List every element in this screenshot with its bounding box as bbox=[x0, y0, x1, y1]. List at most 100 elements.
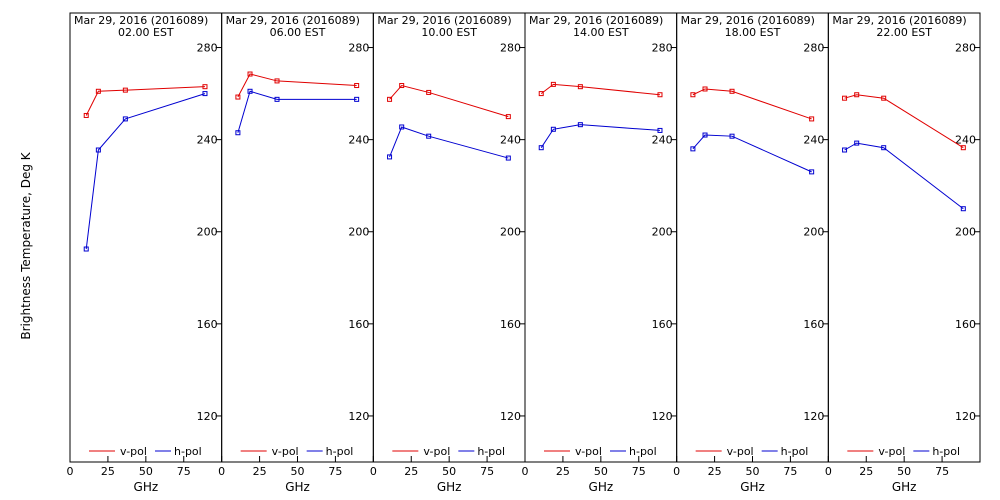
v-pol-point bbox=[95, 88, 101, 94]
v-pol-line bbox=[692, 88, 812, 120]
h-pol-point bbox=[854, 140, 860, 146]
legend-h-label: h-pol bbox=[932, 445, 960, 458]
v-pol-point bbox=[550, 81, 556, 87]
y-tick-label: 240 bbox=[500, 134, 521, 147]
legend-v-label: v-pol bbox=[120, 445, 147, 458]
panel-title-date: Mar 29, 2016 (2016089) bbox=[74, 14, 208, 27]
y-tick-label: 240 bbox=[955, 134, 976, 147]
x-axis-label: GHz bbox=[740, 480, 765, 494]
h-pol-line bbox=[844, 142, 964, 210]
x-tick-label: 75 bbox=[480, 465, 494, 478]
panel-1: Mar 29, 2016 (2016089)02.00 EST 120 160 200… bbox=[67, 12, 223, 494]
x-tick-label: 50 bbox=[746, 465, 760, 478]
panel-4: Mar 29, 2016 (2016089)14.00 EST 120 160 200… bbox=[522, 12, 678, 494]
h-pol-point bbox=[83, 246, 89, 252]
v-pol-point bbox=[247, 71, 253, 77]
y-axis-label: Brightness Temperature, Deg K bbox=[19, 151, 33, 339]
y-tick-label: 160 bbox=[500, 318, 521, 331]
y-tick-label: 120 bbox=[348, 410, 369, 423]
panel-6: Mar 29, 2016 (2016089)22.00 EST 120 160 200… bbox=[825, 12, 981, 494]
v-pol-point bbox=[854, 92, 860, 98]
x-tick-label: 50 bbox=[442, 465, 456, 478]
x-axis-label: GHz bbox=[437, 480, 462, 494]
x-tick-label: 25 bbox=[101, 465, 115, 478]
y-tick-label: 160 bbox=[955, 318, 976, 331]
h-pol-point bbox=[729, 133, 735, 139]
x-tick-label: 0 bbox=[218, 465, 225, 478]
x-tick-label: 25 bbox=[708, 465, 722, 478]
x-tick-label: 25 bbox=[556, 465, 570, 478]
y-tick-label: 200 bbox=[955, 226, 976, 239]
h-pol-point bbox=[577, 122, 583, 128]
y-tick-label: 280 bbox=[803, 42, 824, 55]
x-tick-label: 50 bbox=[594, 465, 608, 478]
h-pol-point bbox=[274, 96, 280, 102]
y-tick-label: 120 bbox=[500, 410, 521, 423]
x-tick-label: 75 bbox=[632, 465, 646, 478]
y-tick-label: 200 bbox=[197, 226, 218, 239]
y-tick-label: 280 bbox=[955, 42, 976, 55]
x-tick-label: 50 bbox=[291, 465, 305, 478]
legend-v-label: v-pol bbox=[575, 445, 602, 458]
panel-title-date: Mar 29, 2016 (2016089) bbox=[377, 14, 511, 27]
y-tick-label: 240 bbox=[803, 134, 824, 147]
panel-title-time: 14.00 EST bbox=[573, 26, 629, 39]
v-pol-point bbox=[399, 83, 405, 89]
v-pol-point bbox=[881, 95, 887, 101]
h-pol-line bbox=[692, 134, 812, 173]
x-tick-label: 0 bbox=[67, 465, 74, 478]
x-tick-label: 50 bbox=[139, 465, 153, 478]
y-tick-label: 200 bbox=[348, 226, 369, 239]
v-pol-point bbox=[577, 84, 583, 90]
panel-title-date: Mar 29, 2016 (2016089) bbox=[529, 14, 663, 27]
x-tick-label: 25 bbox=[404, 465, 418, 478]
v-pol-point bbox=[809, 116, 815, 122]
v-pol-point bbox=[538, 91, 544, 97]
v-pol-line bbox=[844, 94, 964, 149]
legend-v-label: v-pol bbox=[272, 445, 299, 458]
v-pol-point bbox=[426, 89, 432, 95]
v-pol-point bbox=[354, 83, 360, 89]
y-tick-label: 280 bbox=[348, 42, 369, 55]
y-tick-label: 240 bbox=[197, 134, 218, 147]
legend-h-label: h-pol bbox=[781, 445, 809, 458]
legend-h-label: h-pol bbox=[326, 445, 354, 458]
x-tick-label: 75 bbox=[783, 465, 797, 478]
v-pol-point bbox=[387, 96, 393, 102]
h-pol-point bbox=[881, 145, 887, 151]
x-tick-label: 75 bbox=[935, 465, 949, 478]
panel-title-time: 06.00 EST bbox=[270, 26, 326, 39]
y-tick-label: 120 bbox=[652, 410, 673, 423]
x-tick-label: 75 bbox=[328, 465, 342, 478]
v-pol-line bbox=[540, 83, 661, 96]
v-pol-point bbox=[505, 114, 511, 120]
legend-v-label: v-pol bbox=[727, 445, 754, 458]
panel-title-time: 02.00 EST bbox=[118, 26, 174, 39]
y-tick-label: 280 bbox=[652, 42, 673, 55]
v-pol-point bbox=[657, 92, 663, 98]
h-pol-point bbox=[122, 116, 128, 122]
x-tick-label: 0 bbox=[673, 465, 680, 478]
h-pol-point bbox=[702, 132, 708, 138]
x-tick-label: 25 bbox=[253, 465, 267, 478]
h-pol-point bbox=[657, 127, 663, 133]
x-axis-label: GHz bbox=[589, 480, 614, 494]
h-pol-point bbox=[690, 146, 696, 152]
v-pol-point bbox=[122, 87, 128, 93]
h-pol-point bbox=[247, 88, 253, 94]
h-pol-point bbox=[426, 133, 432, 139]
x-tick-label: 0 bbox=[522, 465, 529, 478]
panel-title-date: Mar 29, 2016 (2016089) bbox=[681, 14, 815, 27]
h-pol-point bbox=[960, 206, 966, 212]
panel-title-date: Mar 29, 2016 (2016089) bbox=[832, 14, 966, 27]
y-tick-label: 200 bbox=[652, 226, 673, 239]
panel-2: Mar 29, 2016 (2016089)06.00 EST 120 160 200… bbox=[218, 12, 374, 494]
h-pol-point bbox=[354, 96, 360, 102]
v-pol-line bbox=[389, 84, 509, 118]
panel-3: Mar 29, 2016 (2016089)10.00 EST 120 160 200… bbox=[370, 12, 526, 494]
legend-h-label: h-pol bbox=[477, 445, 505, 458]
v-pol-line bbox=[237, 73, 357, 98]
y-tick-label: 280 bbox=[500, 42, 521, 55]
x-tick-label: 25 bbox=[859, 465, 873, 478]
legend-h-label: h-pol bbox=[629, 445, 657, 458]
